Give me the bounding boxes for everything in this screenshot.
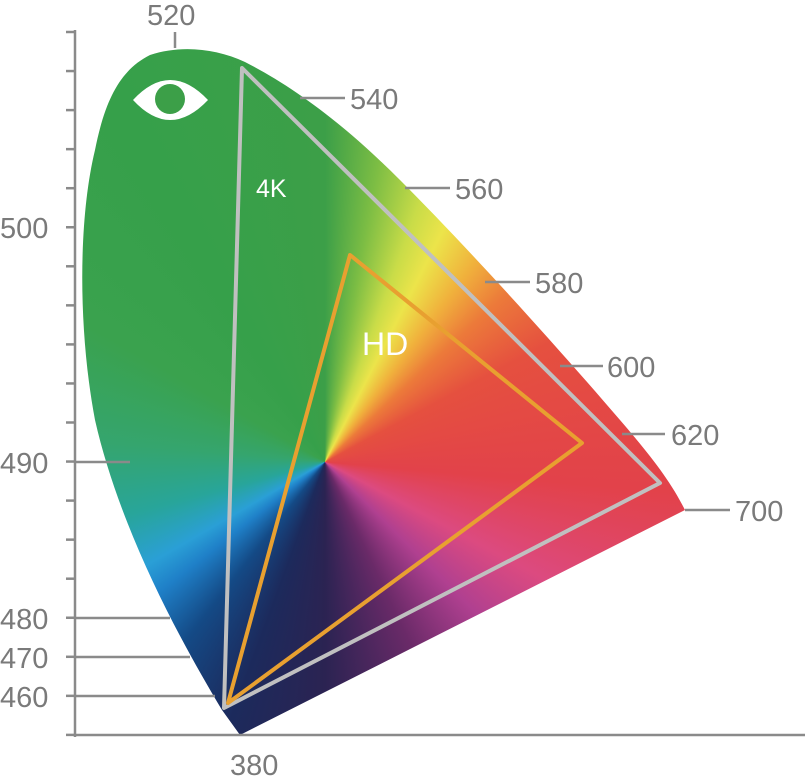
axis-label-480: 480: [0, 604, 48, 636]
wavelength-600: 600: [607, 352, 655, 384]
wavelength-580: 580: [535, 268, 583, 300]
axis-label-470: 470: [0, 643, 48, 675]
axis-label-460: 460: [0, 682, 48, 714]
eye-icon: [133, 80, 208, 120]
axis-label-490: 490: [0, 448, 48, 480]
axes: [66, 30, 805, 737]
wavelength-540: 540: [350, 84, 398, 116]
gamut-4k-label: 4K: [256, 175, 287, 203]
wavelength-380: 380: [230, 750, 278, 778]
gamut-hd-triangle: [226, 253, 584, 705]
wavelength-560: 560: [455, 174, 503, 206]
wavelength-520: 520: [147, 0, 195, 32]
axis-ticks: [66, 30, 75, 737]
gamut-hd-label: HD: [362, 326, 408, 362]
axis-label-500: 500: [0, 213, 48, 245]
gamut-4k-triangle: [222, 66, 662, 710]
wavelength-700: 700: [735, 496, 783, 528]
wavelength-620: 620: [671, 420, 719, 452]
